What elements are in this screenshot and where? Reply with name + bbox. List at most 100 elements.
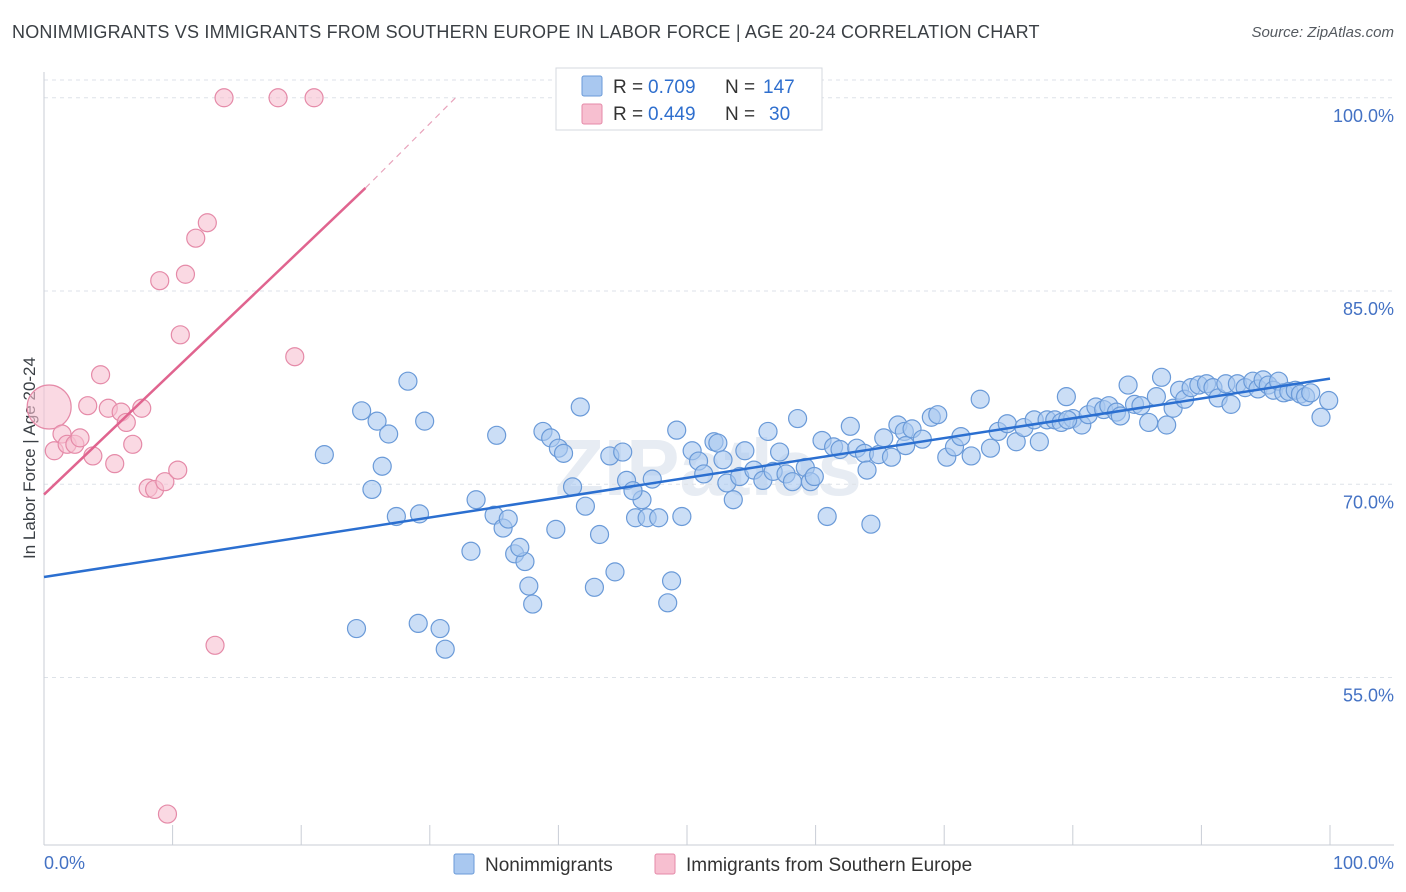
nonimmigrant-point: [523, 594, 543, 614]
nonimmigrant-point: [461, 541, 481, 561]
nonimmigrant-point: [758, 421, 778, 442]
nonimmigrant-point: [314, 445, 334, 465]
immigrants-trend-extension: [365, 97, 456, 189]
immigrant-point: [26, 384, 72, 430]
nonimmigrant-point: [570, 397, 590, 417]
nonimmigrant-point: [713, 450, 733, 470]
nonimmigrant-point: [928, 405, 948, 425]
nonimmigrant-point: [1319, 390, 1339, 411]
nonimmigrant-point: [430, 618, 450, 639]
nonimmigrant-point: [787, 408, 808, 429]
nonimmigrant-point: [1221, 394, 1241, 414]
nonimmigrant-point: [1146, 387, 1166, 407]
nonimmigrant-point: [861, 514, 881, 534]
immigrant-point: [123, 434, 143, 454]
nonimmigrant-point: [857, 460, 877, 480]
nonimmigrant-point: [970, 389, 990, 409]
immigrant-point: [150, 271, 170, 291]
nonimmigrant-point: [605, 562, 625, 582]
nonimmigrant-point: [367, 411, 387, 431]
trend-lines: [43, 97, 1331, 579]
nonimmigrant-point: [874, 428, 894, 448]
immigrant-point: [78, 396, 98, 416]
nonimmigrant-point: [708, 433, 728, 453]
nonimmigrant-point: [840, 416, 860, 436]
nonimmigrant-point: [613, 442, 633, 462]
nonimmigrant-point: [435, 639, 455, 659]
nonimmigrant-point: [881, 447, 902, 467]
nonimmigrant-point: [487, 425, 507, 445]
nonimmigrant-point: [1118, 375, 1138, 395]
nonimmigrant-point: [372, 456, 392, 476]
immigrant-point: [70, 428, 90, 448]
nonimmigrant-point: [804, 466, 824, 487]
y-axis-label: In Labor Force | Age 20-24: [20, 357, 39, 559]
nonimmigrant-point: [667, 420, 687, 440]
nonimmigrant-point: [346, 618, 367, 639]
nonimmigrant-point: [672, 506, 692, 527]
nonimmigrant-point: [649, 508, 669, 528]
nonimmigrant-point: [1139, 412, 1159, 433]
x-tick-label-max: 100.0%: [1333, 853, 1394, 873]
immigrant-point: [90, 365, 111, 385]
nonimmigrant-point: [817, 506, 837, 527]
y-tick-label: 55.0%: [1343, 686, 1394, 706]
nonimmigrant-point: [980, 438, 1001, 458]
legend-n-label-1: N =: [725, 77, 755, 98]
nonimmigrant-point: [735, 441, 755, 461]
immigrant-point: [170, 325, 190, 345]
immigrants-trend-line: [43, 187, 367, 496]
immigrant-point: [175, 264, 196, 284]
nonimmigrant-point: [408, 613, 428, 634]
nonimmigrant-point: [1301, 383, 1321, 403]
nonimmigrants-points: [314, 367, 1339, 659]
nonimmigrant-point: [562, 477, 583, 497]
legend-r-label-2: R =: [613, 104, 643, 125]
nonimmigrant-point: [584, 577, 605, 597]
bottom-legend-label-immigrants: Immigrants from Southern Europe: [686, 855, 972, 876]
nonimmigrant-point: [723, 490, 743, 510]
nonimmigrant-point: [1056, 387, 1076, 407]
series-legend: Nonimmigrants Immigrants from Southern E…: [453, 853, 972, 876]
y-tick-label: 100.0%: [1333, 106, 1394, 126]
legend-n-value-2: 30: [769, 104, 790, 125]
nonimmigrant-point: [519, 576, 539, 596]
immigrant-point: [168, 460, 188, 480]
legend-n-label-2: N =: [725, 104, 755, 125]
nonimmigrant-point: [782, 472, 803, 492]
nonimmigrant-point: [379, 424, 399, 444]
nonimmigrants-trend-line: [43, 377, 1331, 579]
nonimmigrant-point: [1029, 432, 1049, 452]
nonimmigrant-point: [1311, 407, 1331, 427]
immigrant-point: [214, 88, 234, 108]
nonimmigrant-point: [658, 593, 678, 613]
nonimmigrant-point: [466, 490, 486, 510]
nonimmigrant-point: [553, 443, 574, 463]
immigrant-point: [186, 228, 206, 248]
correlation-legend: R = 0.709 N = 147 R = 0.449 N = 30: [555, 67, 823, 131]
nonimmigrant-point: [415, 411, 435, 431]
nonimmigrant-point: [589, 524, 610, 545]
nonimmigrant-point: [575, 496, 596, 516]
nonimmigrant-point: [510, 537, 530, 557]
source-label: Source: ZipAtlas.com: [1251, 24, 1394, 41]
nonimmigrant-point: [546, 519, 566, 539]
legend-r-value-1: 0.709: [648, 77, 696, 98]
chart-title: NONIMMIGRANTS VS IMMIGRANTS FROM SOUTHER…: [12, 22, 1040, 42]
immigrant-point: [116, 412, 136, 433]
x-axis-ticks: [43, 825, 1331, 845]
nonimmigrant-point: [961, 446, 981, 466]
nonimmigrant-point: [362, 479, 382, 500]
nonimmigrant-point: [769, 442, 790, 462]
immigrant-point: [268, 88, 288, 108]
immigrant-point: [205, 635, 225, 655]
immigrant-point: [197, 213, 217, 233]
nonimmigrant-point: [352, 401, 372, 421]
immigrant-point: [105, 454, 125, 474]
legend-n-value-1: 147: [763, 77, 795, 98]
immigrant-point: [155, 472, 175, 492]
immigrant-point: [285, 347, 305, 367]
legend-swatch-immigrants: [581, 103, 603, 125]
bottom-legend-swatch-nonimmigrants: [453, 853, 475, 875]
